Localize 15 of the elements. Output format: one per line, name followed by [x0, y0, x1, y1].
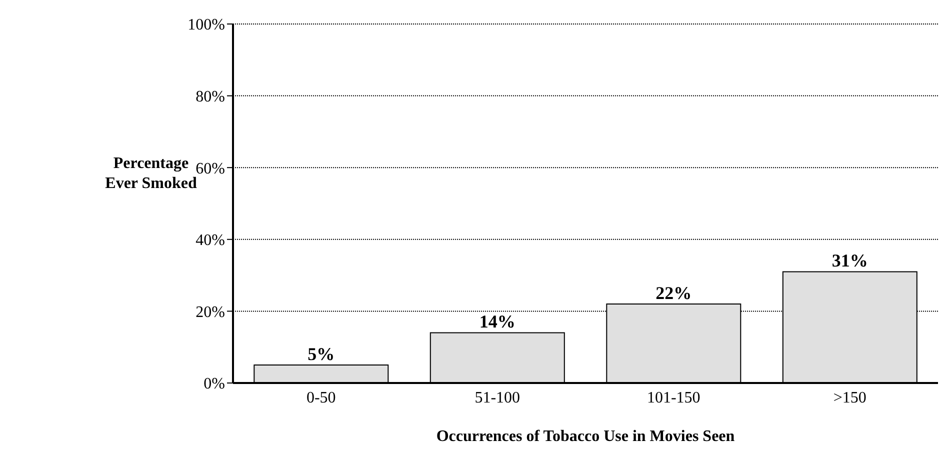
x-axis-title: Occurrences of Tobacco Use in Movies Seen	[435, 428, 736, 446]
data-label: 22%	[656, 283, 692, 304]
x-tick-label: >150	[833, 389, 866, 406]
data-label: 5%	[308, 344, 335, 364]
data-label: 31%	[832, 250, 868, 271]
x-tick-label: 0-50	[306, 389, 336, 406]
y-tick-label: 100%	[188, 16, 225, 34]
y-tick-label: 20%	[196, 304, 225, 321]
y-tick-label: 60%	[196, 160, 225, 178]
y-tick-label: 80%	[196, 88, 225, 106]
data-label: 14%	[479, 312, 516, 332]
y-tick-label: 0%	[204, 376, 225, 393]
x-tick-label: 101-150	[646, 389, 700, 406]
y-tick-label: 40%	[196, 232, 225, 250]
x-tick-label: 51-100	[474, 389, 520, 406]
